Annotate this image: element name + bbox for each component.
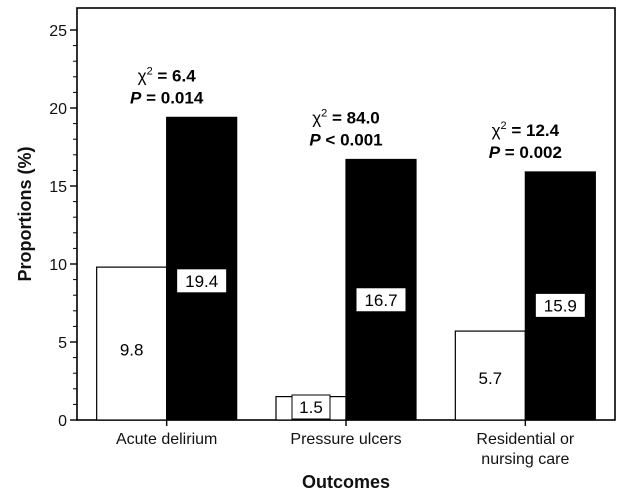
- y-tick-label: 20: [49, 101, 67, 118]
- x-axis-title: Outcomes: [302, 472, 390, 492]
- chi-square-text: χ2 = 6.4: [138, 65, 197, 85]
- y-tick-label: 10: [49, 257, 67, 274]
- y-tick-label: 0: [58, 413, 67, 430]
- y-axis-title: Proportions (%): [15, 147, 35, 282]
- chi-square-text: χ2 = 12.4: [492, 120, 560, 140]
- data-label: 9.8: [120, 341, 144, 360]
- data-label: 5.7: [479, 369, 503, 388]
- annotations: χ2 = 6.4 P = 0.014 χ2 = 84.0 P < 0.001 χ2 = …: [130, 65, 562, 162]
- data-label: 19.4: [185, 272, 218, 291]
- data-label-box: [291, 394, 331, 420]
- p-value-text: P < 0.001: [309, 130, 382, 149]
- category-label: nursing care: [481, 451, 569, 468]
- category-label: Residential or: [476, 431, 575, 448]
- bar: [96, 266, 168, 421]
- bar: [454, 330, 526, 421]
- chi-square-text: χ2 = 84.0: [312, 107, 380, 127]
- y-tick-label: 25: [49, 23, 67, 40]
- data-label-box: [534, 292, 586, 318]
- p-value-text: P = 0.014: [130, 88, 204, 107]
- data-label: 16.7: [364, 291, 397, 310]
- p-value-text: P = 0.002: [489, 143, 562, 162]
- data-label-box: [355, 287, 407, 313]
- data-label: 15.9: [544, 296, 577, 315]
- y-axis: 0 5 10 15 20 25: [49, 23, 77, 430]
- bars: 9.8 19.4 1.5 16.7 5.7 15.9: [96, 116, 596, 421]
- data-label-box: [176, 268, 228, 294]
- category-label: Pressure ulcers: [290, 431, 401, 448]
- data-label: 1.5: [299, 398, 323, 417]
- x-axis: Acute delirium Pressure ulcers Residential…: [116, 420, 575, 468]
- category-label: Acute delirium: [116, 431, 217, 448]
- y-tick-label: 5: [58, 335, 67, 352]
- y-tick-label: 15: [49, 179, 67, 196]
